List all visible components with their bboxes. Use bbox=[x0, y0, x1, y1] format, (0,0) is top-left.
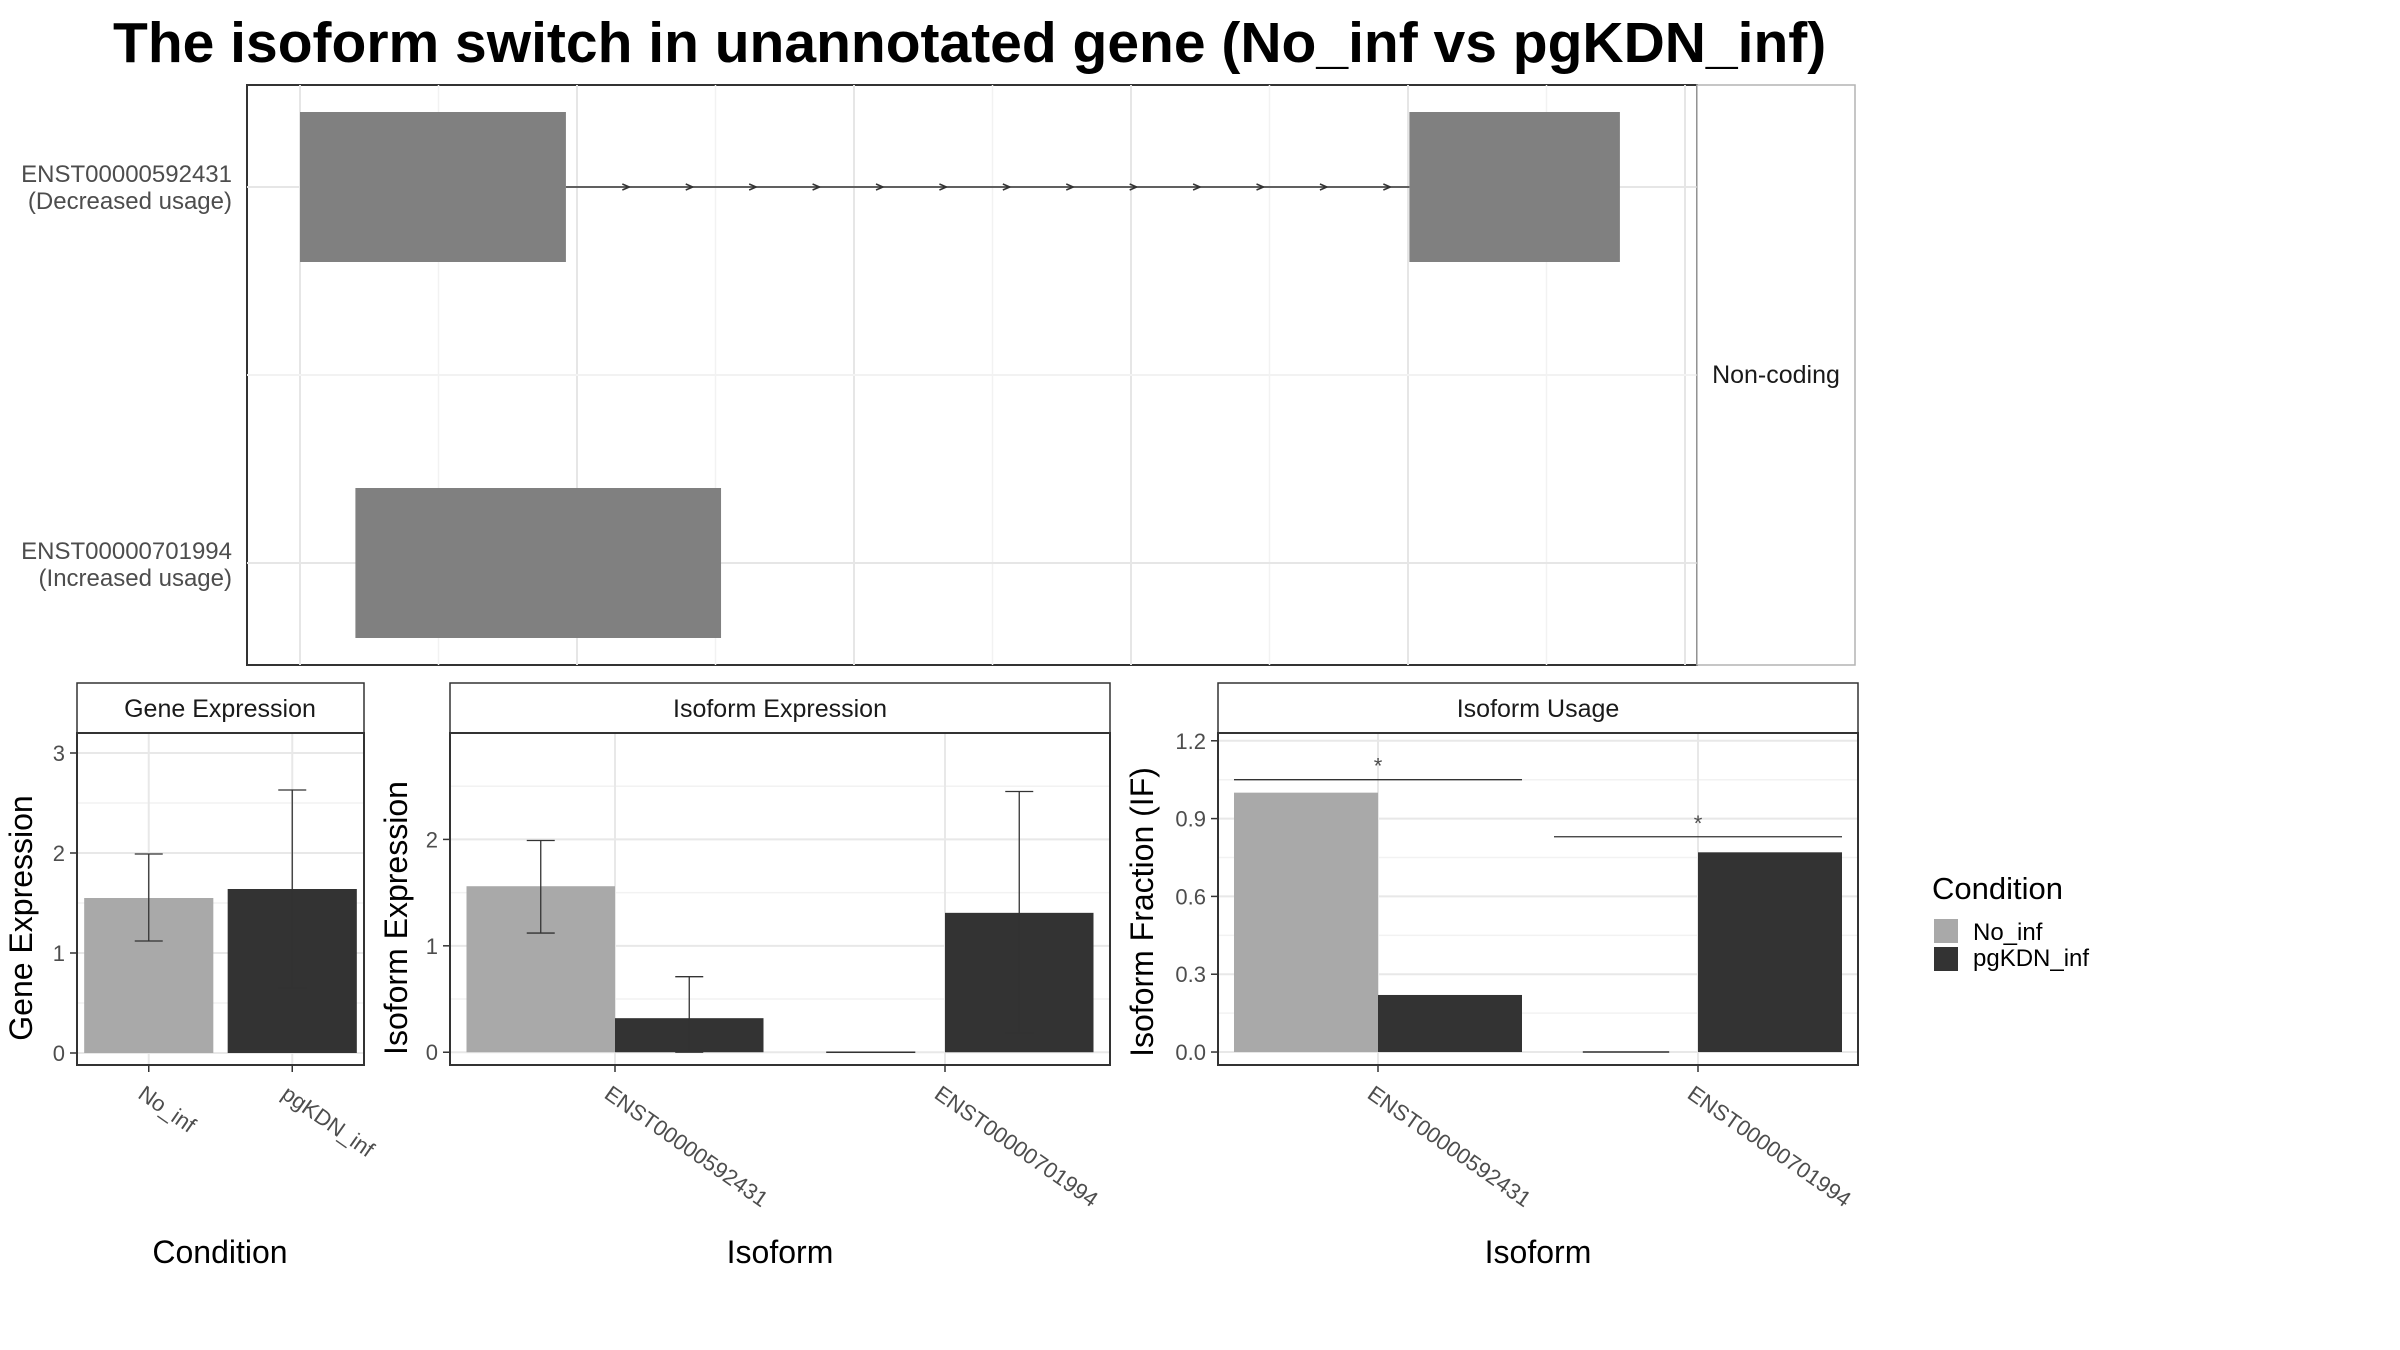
y-tick-label: 0 bbox=[53, 1041, 65, 1066]
significance-star: * bbox=[1374, 754, 1383, 779]
exon-ENST00000701994 bbox=[355, 488, 722, 638]
intron-direction-arrow bbox=[685, 183, 695, 191]
intron-direction-arrow bbox=[1129, 183, 1139, 191]
transcript-label-2-usage: (Increased usage) bbox=[39, 565, 232, 592]
y-tick-label: 2 bbox=[53, 841, 65, 866]
isoform-expression-plot: 0 1 2 ENST00000592431 ENST00000701994 bbox=[426, 732, 1111, 1212]
intron-direction-arrow bbox=[748, 183, 759, 191]
y-tick-label: 0 bbox=[426, 1040, 438, 1065]
plot-border bbox=[1217, 732, 1859, 1066]
isoform-expression-x-axis-label: Isoform bbox=[727, 1234, 834, 1270]
isoform-expression-strip-label: Isoform Expression bbox=[673, 695, 887, 723]
intron-direction-arrow bbox=[1256, 183, 1266, 191]
transcript-label-1-id: ENST00000592431 bbox=[21, 161, 232, 188]
plot-border bbox=[449, 732, 1111, 1066]
intron-direction-arrow bbox=[1192, 183, 1203, 191]
plot-border bbox=[76, 732, 365, 1066]
transcript-label-1-usage: (Decreased usage) bbox=[28, 188, 232, 215]
intron-direction-arrow bbox=[1383, 183, 1393, 191]
intron-direction-arrow bbox=[812, 183, 822, 191]
isoform-usage-plot: 0.0 0.3 0.6 0.9 1.2 * * ENST00000592431 ENST0000… bbox=[1175, 729, 1859, 1212]
transcript-label-2-id: ENST00000701994 bbox=[21, 538, 232, 565]
bar-pgKDN_inf bbox=[1378, 994, 1522, 1053]
intron-direction-arrow bbox=[939, 183, 949, 191]
y-tick-label: 1 bbox=[426, 934, 438, 959]
y-tick-label: 3 bbox=[53, 741, 65, 766]
x-tick-label: ENST00000592431 bbox=[600, 1081, 773, 1212]
isoform-usage-strip bbox=[1217, 682, 1859, 734]
y-tick-label: 0.0 bbox=[1175, 1040, 1206, 1065]
y-tick-label: 1 bbox=[53, 941, 65, 966]
facet-label-noncoding: Non-coding bbox=[1712, 361, 1840, 389]
intron-direction-arrow bbox=[1002, 183, 1012, 191]
transcript-structure-panel: Non-coding ENST00000592431 (Decreased us… bbox=[21, 84, 1856, 666]
bar-No_inf bbox=[1234, 792, 1378, 1053]
x-tick-label: ENST00000701994 bbox=[930, 1081, 1103, 1212]
intron-direction-arrow bbox=[875, 183, 885, 191]
isoform-usage-y-axis-label: Isoform Fraction (IF) bbox=[1124, 767, 1160, 1057]
y-tick-label: 0.6 bbox=[1175, 884, 1206, 909]
gene-expression-strip bbox=[76, 682, 365, 734]
gene-expression-y-axis-label: Gene Expression bbox=[3, 795, 39, 1040]
gene-expression-panel: Gene Expression 0 1 2 3 No_inf pgKDN_inf Cond… bbox=[3, 682, 380, 1270]
legend-title: Condition bbox=[1932, 871, 2063, 906]
significance-star: * bbox=[1694, 811, 1703, 836]
gene-expression-x-axis-label: Condition bbox=[152, 1234, 287, 1270]
isoform-usage-x-axis-label: Isoform bbox=[1485, 1234, 1592, 1270]
y-tick-label: 2 bbox=[426, 827, 438, 852]
structure-marks bbox=[300, 112, 1620, 638]
x-tick-label: No_inf bbox=[134, 1081, 201, 1138]
figure-title: The isoform switch in unannotated gene (… bbox=[113, 11, 1826, 75]
gene-expression-plot: 0 1 2 3 No_inf pgKDN_inf bbox=[53, 732, 380, 1163]
intron-direction-arrow bbox=[1065, 183, 1076, 191]
x-tick-label: pgKDN_inf bbox=[277, 1081, 379, 1163]
intron-direction-arrow bbox=[1319, 183, 1329, 191]
legend: Condition No_inf pgKDN_inf bbox=[1932, 871, 2089, 972]
gene-expression-strip-label: Gene Expression bbox=[124, 695, 316, 723]
legend-swatch-pgkdn-inf bbox=[1934, 947, 1958, 971]
isoform-expression-y-axis-label: Isoform Expression bbox=[378, 781, 414, 1055]
legend-label-pgkdn-inf: pgKDN_inf bbox=[1973, 945, 2089, 972]
y-tick-label: 0.3 bbox=[1175, 962, 1206, 987]
exon-ENST00000592431 bbox=[300, 112, 566, 262]
y-tick-label: 0.9 bbox=[1175, 807, 1206, 832]
isoform-usage-panel: Isoform Usage 0.0 0.3 0.6 0.9 1.2 * * ENST00000… bbox=[1124, 682, 1859, 1270]
intron-direction-arrow bbox=[622, 183, 632, 191]
legend-swatch-no-inf bbox=[1934, 919, 1958, 943]
legend-label-no-inf: No_inf bbox=[1973, 919, 2043, 946]
facet-strip bbox=[1696, 84, 1856, 666]
x-tick-label: ENST00000701994 bbox=[1683, 1081, 1856, 1212]
exon-ENST00000592431 bbox=[1409, 112, 1620, 262]
isoform-expression-strip bbox=[449, 682, 1111, 734]
isoform-usage-strip-label: Isoform Usage bbox=[1457, 695, 1620, 723]
bar-pgKDN_inf bbox=[1698, 852, 1842, 1053]
y-tick-label: 1.2 bbox=[1175, 729, 1206, 754]
isoform-expression-panel: Isoform Expression 0 1 2 ENST00000592431 ENS… bbox=[378, 682, 1111, 1270]
x-tick-label: ENST00000592431 bbox=[1363, 1081, 1536, 1212]
